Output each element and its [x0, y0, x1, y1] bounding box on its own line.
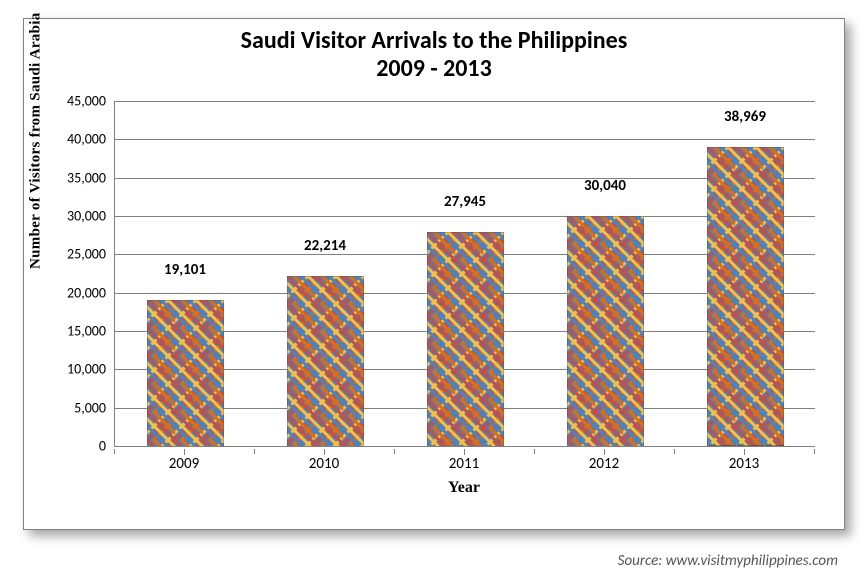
y-tick-label: 0 — [24, 438, 106, 455]
x-tick-label: 2009 — [169, 455, 199, 473]
y-tick-label: 10,000 — [24, 361, 106, 378]
x-tick — [674, 449, 675, 454]
gridline — [115, 139, 815, 140]
x-tick-label: 2013 — [729, 455, 759, 473]
gridline — [115, 101, 815, 102]
bar — [707, 147, 784, 446]
y-tick-label: 20,000 — [24, 284, 106, 301]
x-tick — [814, 449, 815, 454]
x-tick — [254, 449, 255, 454]
data-label: 38,969 — [724, 108, 766, 126]
chart-title: Saudi Visitor Arrivals to the Philippine… — [24, 19, 844, 82]
y-axis-title: Number of Visitors from Saudi Arabia — [28, 12, 45, 269]
y-tick-label: 15,000 — [24, 323, 106, 340]
chart-title-line1: Saudi Visitor Arrivals to the Philippine… — [241, 26, 628, 55]
source-text: Source: www.visitmyphilippines.com — [618, 552, 838, 570]
y-tick-label: 5,000 — [24, 399, 106, 416]
x-tick-label: 2012 — [589, 455, 619, 473]
x-tick-label: 2011 — [449, 455, 479, 473]
bar — [567, 216, 644, 446]
chart-frame: Saudi Visitor Arrivals to the Philippine… — [23, 18, 845, 530]
bar — [427, 232, 504, 446]
bar — [287, 276, 364, 446]
data-label: 30,040 — [584, 177, 626, 195]
page-root: Saudi Visitor Arrivals to the Philippine… — [0, 0, 868, 584]
x-tick — [534, 449, 535, 454]
data-label: 27,945 — [444, 193, 486, 211]
x-axis-tick-labels: 2009 2010 2011 2012 2013 — [114, 449, 814, 479]
data-label: 22,214 — [304, 237, 346, 255]
chart-title-line2: 2009 - 2013 — [376, 54, 492, 83]
x-tick-label: 2010 — [309, 455, 339, 473]
plot-area: 19,101 22,214 — [114, 101, 815, 447]
x-tick — [114, 449, 115, 454]
x-tick — [394, 449, 395, 454]
bar — [147, 300, 224, 446]
x-axis-title: Year — [114, 479, 814, 497]
data-label: 19,101 — [164, 261, 206, 279]
